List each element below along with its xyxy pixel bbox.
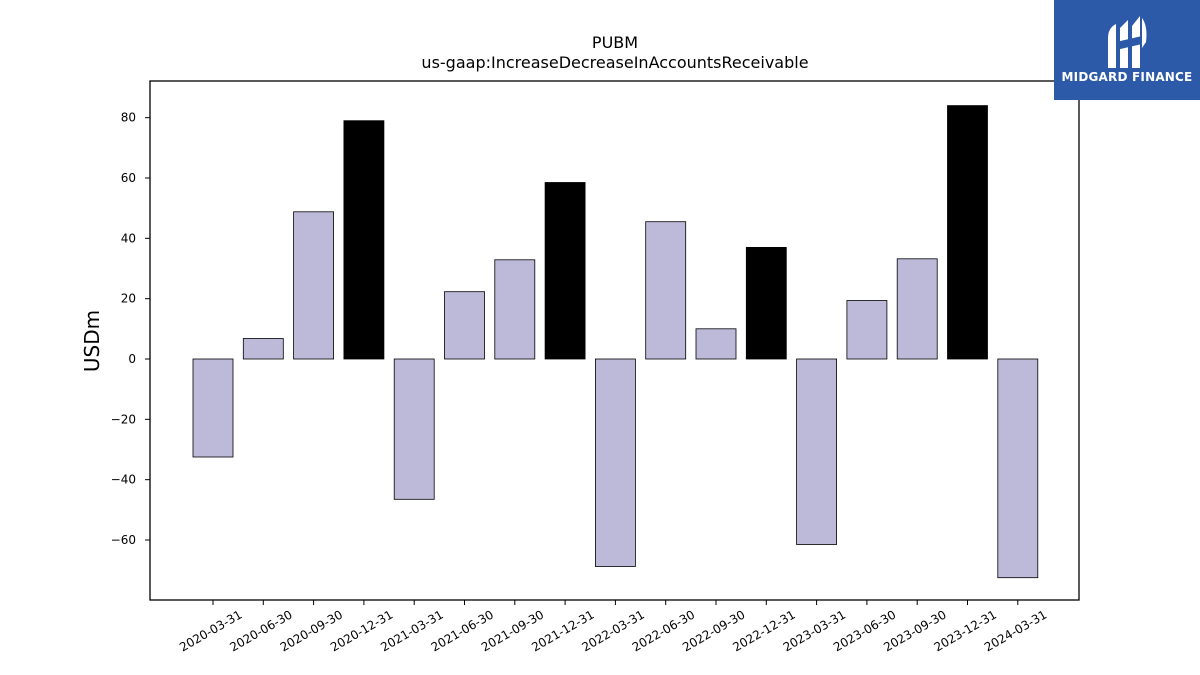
bar-2023-09-30 xyxy=(896,258,938,360)
chart-title: PUBM xyxy=(592,33,638,52)
chart-subtitle: us-gaap:IncreaseDecreaseInAccountsReceiv… xyxy=(421,53,808,72)
y-tick-label: −60 xyxy=(111,533,136,547)
bar-2020-06-30 xyxy=(242,338,284,360)
y-tick-label: 80 xyxy=(121,111,136,125)
y-tick-label: −40 xyxy=(111,473,136,487)
bar-2022-12-31 xyxy=(745,246,787,360)
bar-2021-09-30 xyxy=(494,259,536,360)
bar-2024-03-31 xyxy=(997,358,1039,579)
bar-2022-03-31 xyxy=(595,358,636,567)
y-tick-label: 0 xyxy=(128,352,136,366)
y-tick-label: 40 xyxy=(121,231,136,245)
logo-mark-icon xyxy=(1108,16,1147,68)
bar-2020-09-30 xyxy=(293,211,335,360)
bar-2023-12-31 xyxy=(947,105,988,360)
bar-2021-03-31 xyxy=(393,358,435,500)
y-tick-label: 20 xyxy=(121,292,136,306)
y-tick-label: 60 xyxy=(121,171,136,185)
bar-2021-12-31 xyxy=(544,182,586,360)
y-tick-label: −20 xyxy=(111,412,136,426)
bar-2022-06-30 xyxy=(645,221,687,360)
midgard-finance-logo: MIDGARD FINANCE xyxy=(1054,0,1200,100)
y-axis-label: USDm xyxy=(80,310,104,372)
bar-2020-12-31 xyxy=(343,120,385,360)
bar-2020-03-31 xyxy=(192,358,234,458)
bar-2023-06-30 xyxy=(846,300,888,360)
bar-2023-03-31 xyxy=(796,358,837,545)
bar-2022-09-30 xyxy=(695,328,737,360)
bar-2021-06-30 xyxy=(444,291,485,360)
logo-text: MIDGARD FINANCE xyxy=(1061,70,1193,84)
plot-frame xyxy=(149,80,1080,601)
